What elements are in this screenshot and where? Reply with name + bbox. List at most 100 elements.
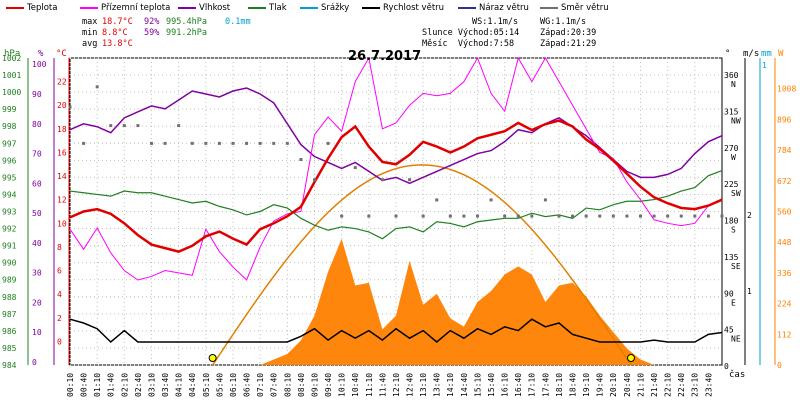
sunset-marker [626,354,635,362]
x-tick-label: 04:10 [175,373,184,397]
x-tick-label: 21:40 [650,373,659,397]
wind-dir-point [706,214,710,218]
x-tick-label: 02:40 [134,373,143,397]
ms-tick-label: 1 [747,287,752,296]
wind-speed-line [69,318,723,344]
wind-dir-point [231,141,235,145]
wind-dir-point [258,141,262,145]
x-tick-label: 19:40 [596,373,605,397]
wind-dir-point [150,141,153,145]
ms-axis-label: m/s [743,49,759,59]
wind-dir-point [299,158,303,162]
hpa-tick-label: 996 [2,156,17,165]
x-tick-label: 02:10 [120,373,129,397]
wm2-tick-label: 896 [777,115,792,124]
wind-dir-point [435,198,439,202]
wind-dir-point [95,85,99,89]
pressure-line [69,170,723,240]
wind-dir-point [530,214,534,218]
x-tick-label: 14:10 [446,373,455,397]
deg-tick-label: 90 [724,289,734,298]
sun-mesic-zapad: Západ:21:29 [540,39,597,49]
wind-dir-point [367,214,371,218]
x-tick-label: 06:10 [229,373,238,397]
x-tick-label: 10:40 [351,373,360,397]
x-tick-label: 22:40 [677,373,686,397]
wm2-tick-label: 112 [777,330,792,339]
hpa-tick-label: 991 [2,242,17,251]
hpa-tick-label: 1000 [2,88,21,97]
hpa-tick-label: 984 [2,361,17,370]
wind-dir-point [652,214,656,218]
dir-tick-label: W [731,153,736,162]
wind-dir-point [353,166,357,170]
x-tick-label: 08:10 [283,373,292,397]
dir-tick-label: NW [731,117,741,126]
wind-dir-point [326,141,330,145]
x-tick-label: 01:10 [93,373,102,397]
stat-min-press: 991.2hPa [166,28,207,38]
wm2-tick-label: 224 [777,300,792,309]
x-tick-label: 07:40 [270,373,279,397]
deg-tick-label: 360 [724,71,739,80]
wm2-tick-label: 1008 [777,85,796,94]
x-tick-label: 05:40 [215,373,224,397]
deg-tick-label: 180 [724,217,739,226]
wind-dir-point [136,124,140,128]
x-tick-label: 04:40 [188,373,197,397]
x-tick-label: 03:40 [161,373,170,397]
x-tick-label: 09:10 [310,373,319,397]
stat-avg-temp: 13.8°C [102,39,133,49]
hpa-tick-label: 1001 [2,71,21,80]
wind-dir-point [489,198,493,202]
degc-tick-label: 6 [57,267,62,276]
stat-avg-label: avg [82,39,98,49]
x-tick-label: 15:10 [473,373,482,397]
pct-tick-label: 30 [32,269,42,278]
x-tick-label: 23:40 [704,373,713,397]
hpa-tick-label: 986 [2,327,17,336]
wind-dir-point [421,214,425,218]
wind-dir-point [163,141,167,145]
wind-dir-point [476,214,479,218]
pct-tick-label: 50 [32,209,42,218]
wind-dir-point [190,141,194,145]
x-tick-label: 16:40 [514,373,523,397]
deg-axis-label: ° [725,49,730,59]
wind-dir-point [598,214,602,218]
wind-dir-point [272,141,276,145]
mm-tick-label: 1 [762,61,767,70]
wind-dir-point [679,214,683,218]
sun-curve [212,164,632,366]
wind-dir-point [448,214,452,218]
wind-dir-point [720,214,724,218]
x-tick-label: 08:40 [297,373,306,397]
pct-tick-label: 60 [32,179,42,188]
x-tick-label: 20:40 [623,373,632,397]
wind-dir-point [571,214,575,218]
wind-dir-point [109,124,113,128]
stat-max-temp: 18.7°C [102,17,133,27]
degc-tick-label: 18 [57,125,67,134]
hpa-tick-label: 992 [2,225,17,234]
sun-wg: WG:1.1m/s [540,17,587,27]
hpa-tick-label: 987 [2,310,17,319]
solar-area [70,238,722,365]
legend-vlhkost: Vlhkost [178,3,230,13]
wm2-tick-label: 336 [777,269,792,278]
stat-max-hum: 92% [144,17,160,27]
hpa-tick-label: 995 [2,173,17,182]
dir-tick-label: S [731,226,736,235]
x-tick-label: 23:10 [691,373,700,397]
x-tick-label: 21:10 [636,373,645,397]
x-tick-label: 15:40 [487,373,496,397]
stat-min-temp: 8.8°C [102,28,128,38]
wm2-tick-label: 448 [777,238,792,247]
degc-tick-label: 0 [57,337,62,346]
x-tick-label: 09:40 [324,373,333,397]
degc-tick-label: 8 [57,243,62,252]
stat-max-label: max [82,17,98,27]
x-tick-label: 11:40 [378,373,387,397]
wind-dir-point [68,105,72,109]
x-tick-label: 07:10 [256,373,265,397]
